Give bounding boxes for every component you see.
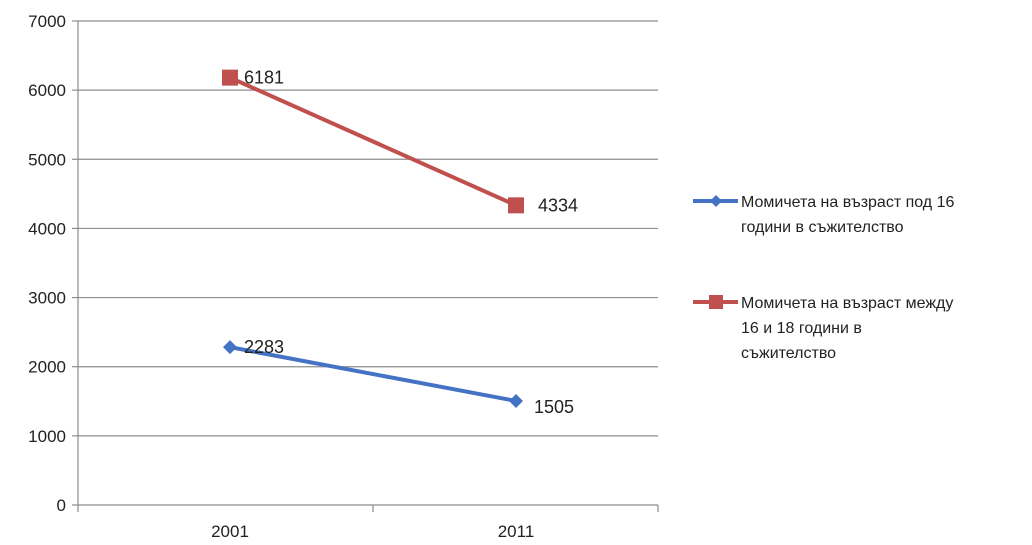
data-point-marker <box>509 393 523 408</box>
y-axis-tick-labels: 0 1000 2000 3000 4000 5000 6000 7000 <box>28 12 66 515</box>
series-line <box>229 75 517 208</box>
legend-swatch-marker <box>710 195 722 207</box>
y-tick-label: 0 <box>57 496 66 515</box>
x-tick-label: 2001 <box>211 522 249 541</box>
series-2: 6181 4334 <box>222 68 578 215</box>
legend: Момичета на възраст под 16 години в съжит… <box>693 194 954 362</box>
x-tick-label: 2011 <box>498 522 535 541</box>
data-point-marker <box>223 340 237 355</box>
x-axis-tick-labels: 2001 2011 <box>211 522 534 541</box>
data-label: 6181 <box>244 68 284 88</box>
y-tick-label: 7000 <box>28 12 66 31</box>
data-point-marker <box>222 69 238 86</box>
series-1: 2283 1505 <box>223 337 574 417</box>
y-tick-label: 3000 <box>28 289 66 308</box>
y-tick-label: 1000 <box>28 427 66 446</box>
legend-entry-2: Момичета на възраст между 16 и 18 години … <box>693 295 953 362</box>
y-tick-label: 4000 <box>28 219 66 238</box>
data-point-marker <box>508 197 524 214</box>
legend-entry-1: Момичета на възраст под 16 години в съжит… <box>693 194 954 236</box>
legend-label-line: Момичета на възраст под 16 <box>741 194 954 211</box>
legend-label-line: години в съжителство <box>741 219 904 236</box>
axes <box>72 20 659 512</box>
legend-swatch-marker <box>709 295 723 309</box>
y-tick-label: 5000 <box>28 150 66 169</box>
y-tick-label: 6000 <box>28 81 66 100</box>
gridlines <box>78 20 658 437</box>
legend-label-line: съжителство <box>741 345 836 362</box>
y-tick-label: 2000 <box>28 358 66 377</box>
legend-label-line: Момичета на възраст между <box>741 295 953 312</box>
data-label: 4334 <box>538 195 578 215</box>
legend-label-line: 16 и 18 години в <box>741 320 862 337</box>
data-label: 2283 <box>244 337 284 357</box>
data-label: 1505 <box>534 397 574 417</box>
series-group: 2283 1505 6181 4334 <box>222 68 578 417</box>
series-line <box>229 345 517 403</box>
